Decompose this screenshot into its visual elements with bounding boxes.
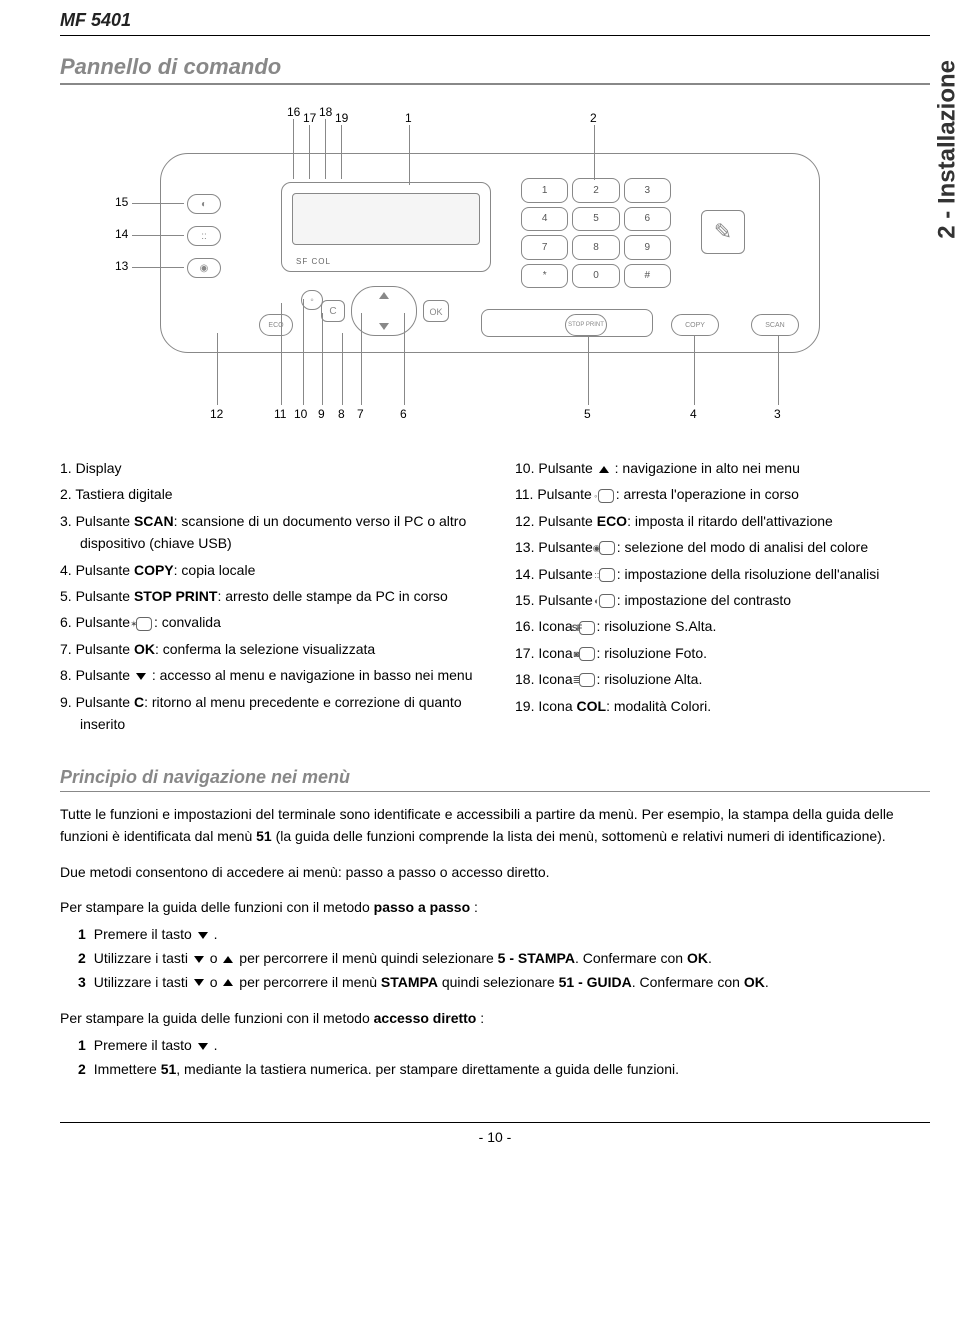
key-5: 5	[572, 207, 619, 232]
legend-item: 3. Pulsante SCAN: scansione di un docume…	[60, 510, 475, 555]
btn-resolution: ::	[187, 226, 221, 246]
callout-2: 2	[590, 111, 597, 125]
callout-10: 10	[294, 407, 307, 421]
scan-button: SCAN	[751, 314, 799, 336]
key-star: *	[521, 264, 568, 289]
callout-18: 18	[319, 105, 332, 119]
legend-item: 13. Pulsante ◉: selezione del modo di an…	[515, 536, 930, 558]
legend-item: 6. Pulsante ✶: convalida	[60, 611, 475, 633]
key-9: 9	[624, 235, 671, 260]
callout-14: 14	[115, 227, 128, 241]
step: 3Utilizzare i tasti o per percorrere il …	[60, 971, 930, 995]
step: 1Premere il tasto .	[60, 1034, 930, 1058]
legend-item: 15. Pulsante ◐: impostazione del contras…	[515, 589, 930, 611]
method1-intro: Per stampare la guida delle funzioni con…	[60, 897, 930, 919]
key-hash: #	[624, 264, 671, 289]
key-0: 0	[572, 264, 619, 289]
c-button: C	[321, 300, 345, 322]
legend-item: 16. Icona SF: risoluzione S.Alta.	[515, 615, 930, 637]
keypad: 1 2 3 4 5 6 7 8 9 * 0 #	[521, 178, 671, 288]
header-model: MF 5401	[60, 0, 930, 36]
side-chapter-tab: 2 - Installazione	[934, 60, 960, 239]
method1-steps: 1Premere il tasto .2Utilizzare i tasti o…	[60, 923, 930, 994]
step: 2Immettere 51, mediante la tastiera nume…	[60, 1058, 930, 1082]
legend-item: 5. Pulsante STOP PRINT: arresto delle st…	[60, 585, 475, 607]
method2-intro: Per stampare la guida delle funzioni con…	[60, 1008, 930, 1030]
callout-17: 17	[303, 111, 316, 125]
callout-3: 3	[774, 407, 781, 421]
btn-colormode: ◉	[187, 258, 221, 278]
legend-item: 10. Pulsante : navigazione in alto nei m…	[515, 457, 930, 479]
section-title: Pannello di comando	[60, 54, 930, 85]
stop-print-button: STOP PRINT	[565, 314, 607, 336]
callout-1: 1	[405, 111, 412, 125]
legend-item: 18. Icona ≣: risoluzione Alta.	[515, 668, 930, 690]
legend-item: 11. Pulsante ◦: arresta l'operazione in …	[515, 483, 930, 505]
callout-5: 5	[584, 407, 591, 421]
step: 2Utilizzare i tasti o per percorrere il …	[60, 947, 930, 971]
legend-item: 7. Pulsante OK: conferma la selezione vi…	[60, 638, 475, 660]
nav-section-title: Principio di navigazione nei menù	[60, 767, 930, 792]
method2-steps: 1Premere il tasto .2Immettere 51, median…	[60, 1034, 930, 1082]
copy-button: COPY	[671, 314, 719, 336]
nav-para2: Due metodi consentono di accedere ai men…	[60, 862, 930, 884]
legend-item: 9. Pulsante C: ritorno al menu precedent…	[60, 691, 475, 736]
legend-item: 14. Pulsante ::: impostazione della riso…	[515, 563, 930, 585]
cancel-button: ◦	[301, 290, 323, 310]
callout-8: 8	[338, 407, 345, 421]
legend-item: 4. Pulsante COPY: copia locale	[60, 559, 475, 581]
callout-4: 4	[690, 407, 697, 421]
key-8: 8	[572, 235, 619, 260]
btn-contrast: ◐	[187, 194, 221, 214]
callout-16: 16	[287, 105, 300, 119]
legend-item: 17. Icona ◙: risoluzione Foto.	[515, 642, 930, 664]
pencil-icon: ✎	[701, 210, 745, 254]
callout-7: 7	[357, 407, 364, 421]
key-2: 2	[572, 178, 619, 203]
step: 1Premere il tasto .	[60, 923, 930, 947]
page-footer: - 10 -	[60, 1122, 930, 1145]
nav-para1: Tutte le funzioni e impostazioni del ter…	[60, 804, 930, 847]
screen-icons: SF COL	[296, 257, 331, 266]
callout-11: 11	[274, 407, 286, 421]
legend-item: 12. Pulsante ECO: imposta il ritardo del…	[515, 510, 930, 532]
legend-item: 19. Icona COL: modalità Colori.	[515, 695, 930, 717]
key-3: 3	[624, 178, 671, 203]
callout-9: 9	[318, 407, 325, 421]
legend-item: 2. Tastiera digitale	[60, 483, 475, 505]
key-4: 4	[521, 207, 568, 232]
callout-15: 15	[115, 195, 128, 209]
legend-item: 1. Display	[60, 457, 475, 479]
legend-item: 8. Pulsante : accesso al menu e navigazi…	[60, 664, 475, 686]
control-panel-diagram: SF COL 1 2 3 4 5 6 7 8 9 * 0 # ✎ ◐ :: ◉	[60, 103, 930, 433]
key-7: 7	[521, 235, 568, 260]
ok-button: OK	[423, 300, 449, 322]
callout-6: 6	[400, 407, 407, 421]
key-1: 1	[521, 178, 568, 203]
key-6: 6	[624, 207, 671, 232]
callout-19: 19	[335, 111, 348, 125]
eco-button: ECO	[259, 314, 293, 336]
callout-12: 12	[210, 407, 223, 421]
callout-13: 13	[115, 259, 128, 273]
legend-columns: 1. Display 2. Tastiera digitale 3. Pulsant…	[60, 453, 930, 739]
